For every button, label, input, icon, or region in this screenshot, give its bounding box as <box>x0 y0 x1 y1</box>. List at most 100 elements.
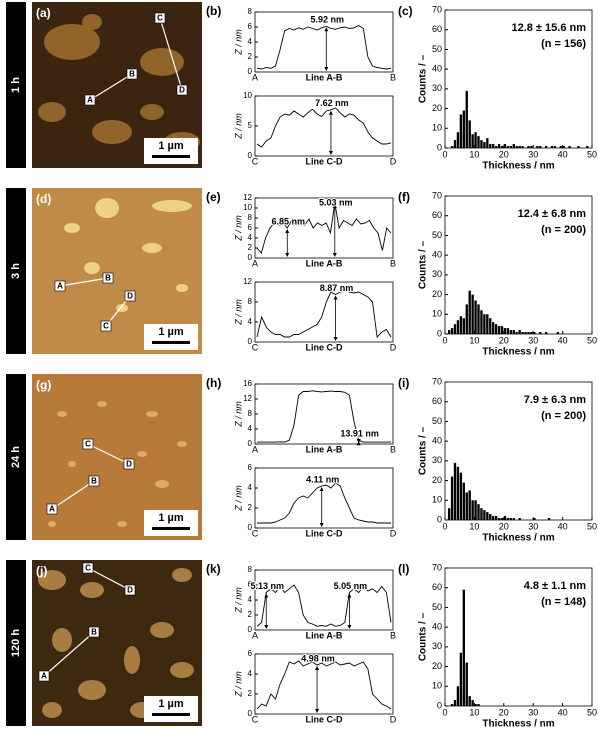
bar <box>450 704 454 706</box>
bar <box>492 322 495 334</box>
bar <box>468 290 471 334</box>
point-box <box>176 84 188 96</box>
x-tick-label: 50 <box>587 521 597 531</box>
profile-line <box>89 73 133 101</box>
y-tick-label: 50 <box>432 416 442 426</box>
flake <box>84 262 100 274</box>
scale-bar <box>152 527 190 530</box>
plot-frame <box>444 195 593 335</box>
x-start-label: A <box>252 72 258 82</box>
arrow-head <box>332 204 337 208</box>
bar <box>586 146 589 148</box>
y-tick-label: 60 <box>432 396 442 406</box>
bar <box>489 514 492 520</box>
bar <box>497 518 501 520</box>
y-tick-label: 40 <box>432 250 442 260</box>
y-tick-label: 60 <box>432 582 442 592</box>
point-label: A <box>49 505 55 514</box>
scale-bar-label: 1 µm <box>158 512 184 524</box>
time-strip <box>6 374 26 540</box>
y-axis-label: Z / nm <box>233 587 243 614</box>
annotation: 5.92 nm <box>311 15 345 25</box>
point-box <box>38 670 50 682</box>
bar <box>494 146 498 148</box>
bar <box>506 518 510 520</box>
flake <box>38 570 66 590</box>
bar <box>524 332 527 334</box>
y-axis-label: Counts / – <box>418 240 429 289</box>
arrow-head <box>332 253 337 257</box>
y-tick-label: 50 <box>432 44 442 54</box>
y-tick-label: 50 <box>432 602 442 612</box>
arrow-head <box>285 253 290 257</box>
stats: 7.9 ± 6.3 nm <box>524 394 587 406</box>
bar <box>533 332 536 334</box>
flake <box>155 480 169 488</box>
x-start-label: C <box>252 342 259 352</box>
bar <box>465 90 468 148</box>
y-tick-label: 0 <box>248 625 253 634</box>
point-label: B <box>91 628 97 637</box>
time-label: 120 h <box>10 629 22 657</box>
point-box <box>88 626 100 638</box>
flake <box>38 102 66 122</box>
y-tick-label: 2 <box>248 503 253 512</box>
bar <box>474 704 477 706</box>
point-box <box>123 458 135 470</box>
point-box <box>88 475 100 487</box>
panel-label: (g) <box>36 378 51 392</box>
bar <box>539 146 542 148</box>
bar <box>483 314 486 334</box>
stats: 12.8 ± 15.6 nm <box>511 22 586 34</box>
flake <box>57 411 67 417</box>
y-tick-label: 10 <box>243 91 252 100</box>
y-tick-label: 20 <box>432 103 442 113</box>
x-end-label: B <box>390 258 396 268</box>
profile-line <box>59 277 109 287</box>
bar <box>497 144 501 148</box>
x-end-label: D <box>390 156 397 166</box>
arrow-head <box>324 27 329 32</box>
x-start-label: A <box>252 630 258 640</box>
y-tick-label: 70 <box>432 562 442 572</box>
profile-line <box>43 631 95 677</box>
point-label: D <box>126 460 132 469</box>
bar <box>465 304 468 334</box>
bar <box>480 310 483 334</box>
y-tick-label: 20 <box>432 289 442 299</box>
arrow-head <box>347 625 352 629</box>
bar <box>456 466 460 520</box>
profile <box>257 390 391 443</box>
bar <box>515 332 518 334</box>
y-tick-label: 0 <box>248 67 253 76</box>
point-label: C <box>85 440 91 449</box>
point-box <box>46 503 58 515</box>
point-label: D <box>179 86 185 95</box>
bar <box>474 300 477 334</box>
point-box <box>154 12 166 24</box>
profile-line <box>87 567 131 591</box>
profile <box>256 660 392 710</box>
y-tick-label: 10 <box>432 309 442 319</box>
bar <box>503 328 507 334</box>
bar <box>459 114 463 148</box>
bar <box>453 700 457 706</box>
x-end-label: B <box>390 630 396 640</box>
scale-bar-box <box>144 510 198 536</box>
flake <box>172 568 192 582</box>
point-box <box>82 438 94 450</box>
bar <box>544 146 548 148</box>
arrow-head <box>324 67 329 71</box>
x-axis-label: Line C-D <box>306 156 343 166</box>
bar <box>562 146 565 148</box>
x-tick-label: 30 <box>528 707 538 717</box>
y-tick-label: 70 <box>432 4 442 14</box>
arrow-head <box>328 151 333 155</box>
y-tick-label: 0 <box>437 514 442 524</box>
y-tick-label: 0 <box>248 151 253 160</box>
point-label: A <box>57 282 63 291</box>
y-tick-label: 20 <box>432 475 442 485</box>
x-axis-label: Thickness / nm <box>482 719 554 729</box>
bar <box>556 332 560 334</box>
point-box <box>82 562 94 574</box>
